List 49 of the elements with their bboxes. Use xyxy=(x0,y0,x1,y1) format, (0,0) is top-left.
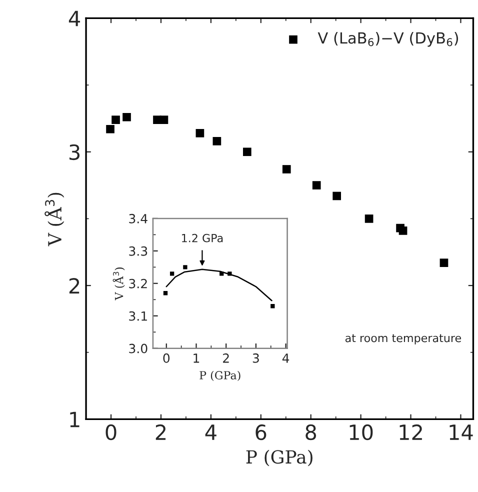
point xyxy=(364,214,374,223)
y-axis-title: V (Å$^{3}$) xyxy=(44,192,64,246)
x-axis-title: P (GPa) xyxy=(246,450,312,466)
x-tick-label: 6 xyxy=(256,424,266,440)
point xyxy=(163,291,168,296)
y-tick-label: 3.0 xyxy=(129,344,148,354)
point xyxy=(160,116,168,124)
point xyxy=(228,272,232,276)
x-tick-label: 14 xyxy=(450,424,473,440)
point xyxy=(183,265,188,270)
y-tick-label: 3.1 xyxy=(129,311,147,321)
y-tick-label: 4 xyxy=(68,10,80,26)
y-tick-label: 3.3 xyxy=(129,246,148,256)
x-tick-label: 3 xyxy=(252,353,259,363)
x-tick-label: 10 xyxy=(350,424,373,440)
point xyxy=(170,272,174,276)
y-tick-label: 1 xyxy=(70,412,80,428)
y-tick-label: 2 xyxy=(69,278,80,294)
x-axis-title: P (GPa) xyxy=(200,370,240,382)
x-tick-label: 0 xyxy=(106,424,116,440)
point xyxy=(196,128,204,138)
point xyxy=(242,148,252,156)
x-tick-label: 8 xyxy=(306,424,316,440)
annotation: at room temperature xyxy=(345,334,462,344)
legend-label: V (LaB$_{6}$)−V (DyB$_{6}$) xyxy=(318,32,458,47)
x-tick-label: 1 xyxy=(194,354,200,363)
x-tick-label: 2 xyxy=(223,353,229,363)
y-tick-label: 3.2 xyxy=(129,278,147,288)
point xyxy=(112,116,120,124)
x-tick-label: 4 xyxy=(282,354,290,363)
y-tick-label: 3.4 xyxy=(129,214,148,224)
point xyxy=(212,137,222,146)
annotation: 1.2 GPa xyxy=(182,234,223,242)
point xyxy=(122,112,131,122)
x-tick-label: 0 xyxy=(163,353,170,363)
y-tick-label: 3 xyxy=(70,144,80,160)
point xyxy=(332,192,341,200)
point xyxy=(312,181,321,190)
point xyxy=(270,304,275,308)
y-axis-title: V (Å$^{3}$) xyxy=(112,267,125,300)
point xyxy=(440,258,448,267)
line-series xyxy=(166,268,272,302)
point xyxy=(398,226,408,235)
x-tick-label: 2 xyxy=(156,424,166,440)
point xyxy=(106,124,114,134)
point xyxy=(282,165,291,174)
point xyxy=(220,272,224,276)
x-tick-label: 4 xyxy=(205,424,216,440)
x-tick-label: 12 xyxy=(400,424,422,440)
